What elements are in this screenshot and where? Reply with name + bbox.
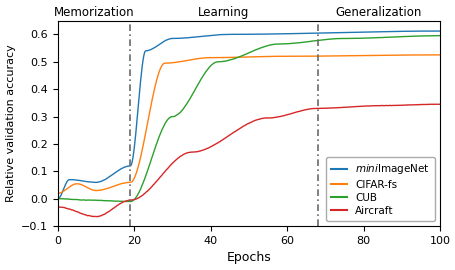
Legend: $\it{mini}$ImageNet, CIFAR-fs, CUB, Aircraft: $\it{mini}$ImageNet, CIFAR-fs, CUB, Airc…	[325, 157, 434, 221]
Y-axis label: Relative validation accuracy: Relative validation accuracy	[5, 45, 15, 202]
X-axis label: Epochs: Epochs	[226, 251, 271, 264]
Text: Generalization: Generalization	[335, 6, 421, 19]
Text: Learning: Learning	[198, 6, 249, 19]
Text: Memorization: Memorization	[54, 6, 134, 19]
